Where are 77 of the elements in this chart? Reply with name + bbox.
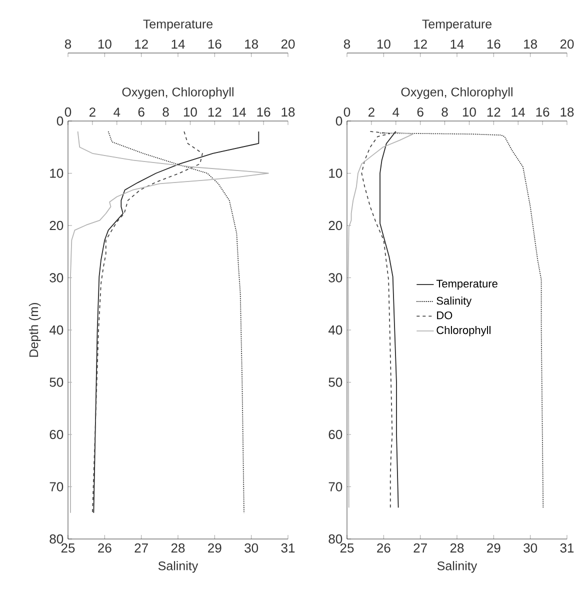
y-tick-label: 40 — [328, 325, 342, 335]
y-tick-label: 20 — [50, 220, 64, 230]
x2-tick-label: 2 — [368, 108, 374, 117]
x2-tick-label: 6 — [417, 107, 424, 117]
x2-tick-label: 2 — [89, 108, 96, 117]
x2-tick-label: 16 — [536, 107, 550, 117]
x-tick-label: 20 — [281, 39, 295, 49]
x-tick-label: 8 — [64, 39, 72, 49]
x-tick-label: 29 — [208, 543, 222, 553]
x2-tick-label: 12 — [208, 108, 222, 117]
y-tick-label: 30 — [328, 273, 342, 282]
y-tick-label: 70 — [328, 482, 342, 492]
x2-tick-label: 18 — [560, 107, 574, 117]
x2-axis-title: Oxygen, Chlorophyll — [122, 87, 234, 99]
y-tick-label: 50 — [328, 378, 342, 387]
x-tick-label: 10 — [377, 39, 390, 49]
x-tick-label: 27 — [414, 543, 427, 552]
legend-label: Temperature — [436, 280, 498, 290]
x-tick-label: 18 — [524, 39, 537, 49]
x2-tick-label: 18 — [282, 107, 295, 117]
y-tick-label: 80 — [50, 534, 64, 544]
x-tick-label: 8 — [344, 39, 350, 49]
x-tick-label: 25 — [61, 543, 75, 553]
legend-label: Chlorophyll — [436, 326, 490, 336]
y-tick-label: 40 — [49, 325, 64, 335]
y-tick-label: 0 — [336, 116, 342, 126]
x2-tick-label: 10 — [184, 107, 197, 117]
y-axis-title: Depth (m) — [28, 303, 41, 357]
x2-tick-label: 8 — [162, 107, 169, 117]
x2-tick-label: 4 — [392, 108, 400, 117]
x-tick-label: 30 — [524, 543, 538, 553]
y-tick-label: 80 — [328, 534, 342, 544]
y-tick-label: 30 — [50, 273, 64, 282]
x-tick-label: 29 — [487, 543, 500, 553]
x-tick-label: 10 — [98, 39, 112, 49]
x-tick-label: 12 — [414, 40, 427, 49]
x2-tick-label: 10 — [462, 107, 476, 117]
x-tick-label: 28 — [450, 543, 464, 553]
y-tick-label: 60 — [50, 430, 64, 440]
x2-tick-label: 12 — [487, 108, 500, 117]
x2-axis-title: Oxygen, Chlorophyll — [401, 87, 512, 99]
x-tick-label: 14 — [450, 40, 464, 49]
x-tick-label: 28 — [171, 543, 185, 553]
x-tick-label: 31 — [560, 543, 574, 553]
y-tick-label: 70 — [50, 482, 64, 492]
x2-tick-label: 4 — [114, 108, 120, 117]
x2-tick-label: 0 — [64, 107, 72, 117]
y-tick-label: 50 — [50, 378, 64, 387]
x2-tick-label: 8 — [442, 107, 448, 117]
x-tick-label: 31 — [281, 543, 295, 553]
x-tick-label: 16 — [487, 39, 500, 49]
x-axis-title: Salinity — [158, 561, 198, 573]
y-tick-label: 10 — [50, 168, 64, 178]
x-tick-label: 30 — [244, 543, 258, 553]
x-tick-label: 16 — [208, 39, 222, 49]
y-tick-label: 20 — [328, 220, 342, 230]
y-tick-label: 10 — [329, 168, 342, 178]
x-tick-label: 27 — [134, 543, 148, 552]
x2-tick-label: 0 — [344, 107, 350, 117]
y-tick-label: 60 — [328, 430, 342, 440]
x-axis-title: Temperature — [422, 20, 492, 31]
x2-tick-label: 16 — [257, 107, 270, 117]
x2-tick-label: 14 — [232, 108, 246, 117]
x-axis-title: Temperature — [143, 20, 213, 31]
x-tick-label: 18 — [245, 39, 258, 49]
x-tick-label: 26 — [377, 543, 390, 553]
x-tick-label: 20 — [560, 39, 574, 49]
x2-tick-label: 6 — [138, 107, 144, 117]
x-tick-label: 25 — [340, 543, 354, 553]
x-tick-label: 14 — [172, 40, 185, 49]
x-tick-label: 26 — [98, 543, 112, 553]
legend-label: Salinity — [436, 296, 472, 307]
y-tick-label: 0 — [56, 116, 64, 126]
x-axis-title: Salinity — [437, 561, 478, 573]
x-tick-label: 12 — [135, 40, 148, 49]
legend-label: DO — [437, 311, 452, 320]
x2-tick-label: 14 — [512, 108, 525, 117]
